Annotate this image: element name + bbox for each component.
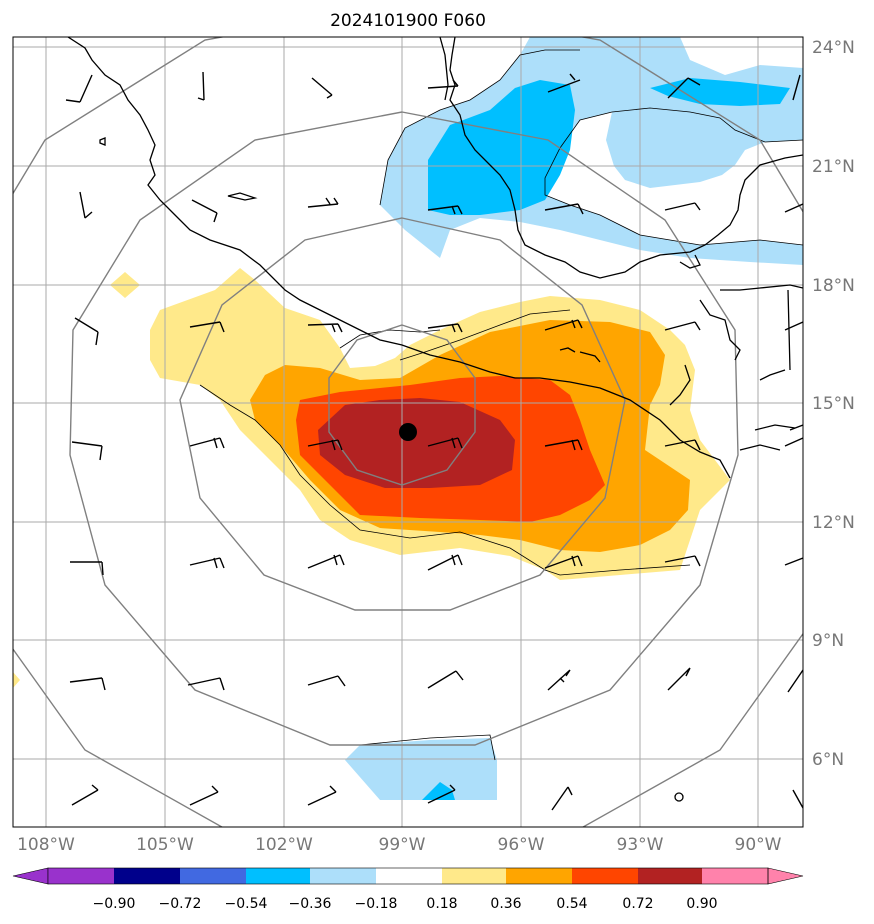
colorbar-segment [638, 868, 702, 884]
fill-pos018-edge [13, 672, 20, 688]
colorbar-tick-label: −0.90 [93, 896, 136, 912]
lat-label: 24°N [812, 38, 855, 58]
colorbar-segment [48, 868, 114, 884]
lat-label: 18°N [812, 276, 855, 296]
fill-neg036-south [422, 782, 455, 800]
colorbar-segment [506, 868, 572, 884]
colorbar-frame [47, 867, 769, 885]
colorbar-tick-label: 0.90 [686, 896, 717, 912]
colorbar: −0.90 −0.72 −0.54 −0.36 −0.18 0.18 0.36 … [12, 867, 804, 912]
colorbar-segment [246, 868, 310, 884]
colorbar-segment [376, 868, 442, 884]
island-south [674, 792, 684, 802]
colorbar-segment [114, 868, 180, 884]
central-america-coast [720, 284, 803, 451]
range-rings [13, 37, 803, 827]
negative-anomaly-region [345, 37, 803, 800]
colorbar-segment [310, 868, 376, 884]
lat-label: 9°N [812, 631, 844, 651]
pacific-coast-mexico [67, 37, 731, 479]
lat-label: 6°N [812, 750, 844, 770]
guatemala-border [669, 299, 741, 406]
island-small [99, 137, 106, 146]
lat-label: 21°N [812, 157, 855, 177]
fill-neg036-north [428, 80, 575, 215]
colorbar-tick-label: −0.18 [355, 896, 398, 912]
latitude-labels: 24°N 21°N 18°N 15°N 12°N 9°N 6°N [812, 38, 855, 770]
small-islets [559, 347, 601, 363]
figure-title: 2024101900 F060 [330, 11, 486, 31]
fill-neg036-northeast [650, 78, 790, 106]
graticule [13, 37, 803, 827]
contour-outlines [199, 49, 803, 761]
colorbar-tick-label: −0.72 [159, 896, 202, 912]
map-frame [12, 36, 804, 828]
positive-anomaly-region [13, 268, 730, 688]
colorbar-segment [572, 868, 638, 884]
baja-coast [439, 37, 449, 101]
colorbar-tick-label: 0.36 [490, 896, 521, 912]
colorbar-under-triangle [12, 867, 49, 885]
lon-label: 96°W [498, 835, 545, 855]
colorbar-segment [702, 868, 768, 884]
colorbar-segment [442, 868, 506, 884]
colorbar-segment [180, 868, 246, 884]
fill-pos072 [318, 398, 515, 488]
lon-label: 93°W [617, 835, 664, 855]
lon-label: 90°W [735, 835, 782, 855]
coastline [67, 37, 803, 802]
lat-label: 15°N [812, 394, 855, 414]
lat-label: 12°N [812, 513, 855, 533]
lon-label: 102°W [255, 835, 313, 855]
colorbar-tick-label: −0.54 [225, 896, 268, 912]
storm-center-marker [399, 423, 417, 441]
lon-label: 99°W [379, 835, 426, 855]
lon-label: 108°W [17, 835, 75, 855]
colorbar-tick-label: 0.72 [622, 896, 653, 912]
gulf-coast-mexico [449, 37, 803, 279]
map-area [13, 37, 803, 827]
island-revillagigedo [227, 192, 258, 201]
colorbar-tick-label: −0.36 [289, 896, 332, 912]
colorbar-tick-label: 0.18 [426, 896, 457, 912]
wind-barbs [65, 71, 803, 811]
longitude-labels: 108°W 105°W 102°W 99°W 96°W 93°W 90°W [17, 835, 782, 855]
colorbar-over-triangle [767, 867, 804, 885]
fill-neg018-south [345, 738, 497, 800]
yucatan-coast [679, 254, 701, 269]
colorbar-tick-label: 0.54 [556, 896, 587, 912]
lon-label: 105°W [136, 835, 194, 855]
